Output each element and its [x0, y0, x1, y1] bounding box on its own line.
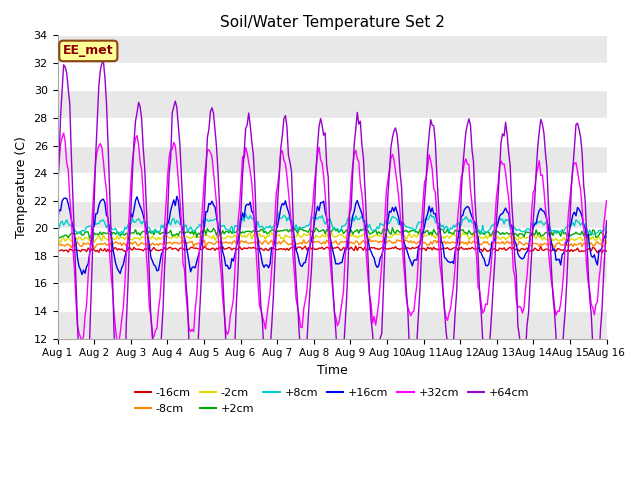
+2cm — [603, 234, 611, 240]
+64cm — [603, 218, 611, 224]
-16cm — [54, 246, 61, 252]
+8cm — [603, 222, 611, 228]
+2cm — [295, 226, 303, 231]
-8cm — [122, 243, 130, 249]
-2cm — [598, 240, 606, 246]
Bar — [58, 90, 607, 118]
-2cm — [218, 234, 225, 240]
+64cm — [116, 433, 124, 439]
+8cm — [274, 209, 282, 215]
+8cm — [122, 226, 130, 232]
+16cm — [78, 272, 86, 277]
-16cm — [352, 243, 360, 249]
-2cm — [294, 231, 301, 237]
+64cm — [54, 194, 61, 200]
+16cm — [122, 249, 130, 254]
+2cm — [122, 230, 130, 236]
Text: EE_met: EE_met — [63, 45, 114, 58]
Line: -2cm: -2cm — [58, 231, 607, 243]
+32cm — [297, 324, 305, 330]
+32cm — [115, 342, 122, 348]
+32cm — [124, 235, 132, 240]
+64cm — [248, 139, 255, 144]
+8cm — [246, 213, 254, 218]
-8cm — [237, 238, 245, 244]
+64cm — [575, 126, 583, 132]
-8cm — [365, 236, 373, 241]
-2cm — [328, 228, 335, 234]
-8cm — [575, 241, 583, 247]
-2cm — [245, 231, 253, 237]
-16cm — [245, 245, 253, 251]
+16cm — [220, 254, 228, 260]
+16cm — [575, 206, 583, 212]
+64cm — [297, 351, 305, 357]
Line: -8cm: -8cm — [58, 239, 607, 249]
+2cm — [54, 234, 61, 240]
+2cm — [89, 237, 97, 242]
Bar — [58, 256, 607, 283]
+2cm — [388, 225, 396, 231]
+8cm — [237, 218, 245, 224]
+64cm — [220, 306, 228, 312]
-2cm — [54, 240, 61, 245]
Line: +32cm: +32cm — [58, 133, 607, 345]
+32cm — [54, 174, 61, 180]
+8cm — [219, 223, 227, 228]
-16cm — [598, 250, 606, 256]
-2cm — [121, 237, 129, 242]
-8cm — [603, 240, 611, 246]
-8cm — [219, 240, 227, 245]
Bar — [58, 145, 607, 173]
X-axis label: Time: Time — [317, 364, 348, 377]
+32cm — [239, 154, 246, 159]
+8cm — [575, 220, 583, 226]
Line: +8cm: +8cm — [58, 212, 607, 235]
+16cm — [603, 228, 611, 234]
Line: +64cm: +64cm — [58, 61, 607, 436]
+2cm — [219, 228, 227, 233]
+16cm — [54, 219, 61, 225]
Bar — [58, 201, 607, 228]
-8cm — [90, 246, 98, 252]
-16cm — [218, 246, 225, 252]
Legend: -16cm, -8cm, -2cm, +2cm, +8cm, +16cm, +32cm, +64cm: -16cm, -8cm, -2cm, +2cm, +8cm, +16cm, +3… — [131, 384, 534, 418]
+32cm — [220, 311, 228, 316]
+2cm — [575, 231, 583, 237]
+32cm — [575, 178, 583, 184]
-2cm — [573, 236, 581, 242]
+8cm — [54, 228, 61, 234]
+64cm — [124, 283, 132, 289]
Y-axis label: Temperature (C): Temperature (C) — [15, 136, 28, 238]
+16cm — [248, 208, 255, 214]
-8cm — [246, 240, 254, 246]
-8cm — [54, 241, 61, 247]
+8cm — [115, 232, 122, 238]
+64cm — [100, 59, 108, 64]
-16cm — [294, 245, 301, 251]
-16cm — [236, 244, 243, 250]
+32cm — [603, 198, 611, 204]
+64cm — [239, 172, 246, 178]
-8cm — [295, 240, 303, 246]
+16cm — [239, 210, 246, 216]
-16cm — [603, 248, 611, 254]
-2cm — [236, 231, 243, 237]
Bar — [58, 311, 607, 338]
+16cm — [297, 263, 305, 269]
+32cm — [248, 180, 255, 186]
+16cm — [173, 193, 180, 199]
-2cm — [603, 238, 611, 244]
+2cm — [237, 230, 245, 236]
-16cm — [573, 245, 581, 251]
+2cm — [246, 228, 254, 234]
Bar — [58, 36, 607, 63]
Title: Soil/Water Temperature Set 2: Soil/Water Temperature Set 2 — [220, 15, 445, 30]
Line: +2cm: +2cm — [58, 228, 607, 240]
+8cm — [297, 225, 305, 230]
-16cm — [121, 249, 129, 254]
Line: +16cm: +16cm — [58, 196, 607, 275]
Line: -16cm: -16cm — [58, 246, 607, 253]
+32cm — [60, 130, 67, 136]
